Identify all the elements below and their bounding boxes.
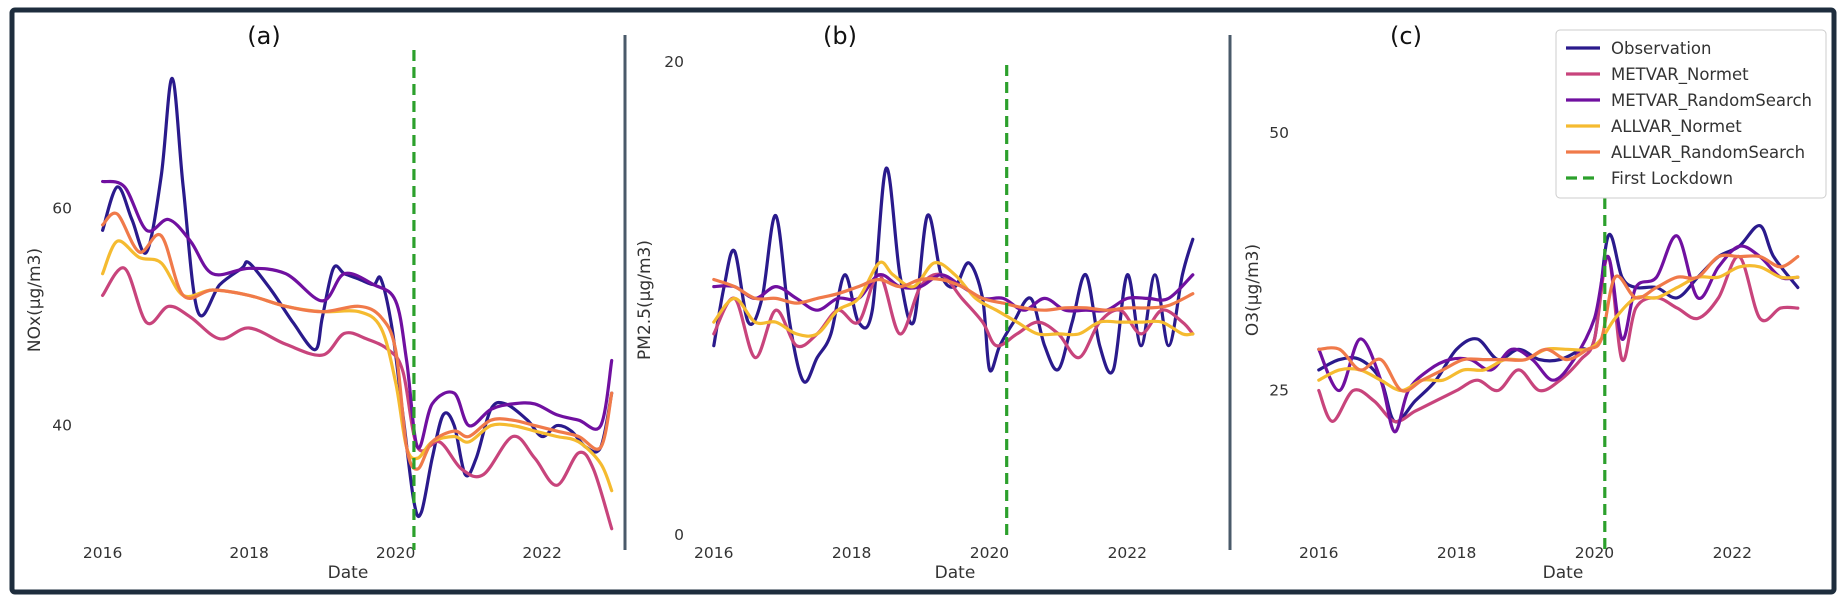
panel-title: (a) [247,22,280,50]
y-axis-label: PM2.5(µg/m3) [635,240,655,360]
x-tick-label: 2022 [522,544,561,562]
series-line-observation [101,76,614,519]
y-tick-label: 40 [52,417,72,435]
y-ticks: 25 50 [1269,124,1289,400]
legend: Observation METVAR_Normet METVAR_RandomS… [1555,29,1827,199]
legend-box [1555,29,1827,199]
y-tick-label: 20 [664,53,684,71]
outer-frame [9,7,1837,595]
series-lines [1317,45,1800,550]
panel-a: (a) Date NOx(µg/m3) 2016 2018 2020 2022 40 6… [25,22,614,583]
x-tick-label: 2022 [1713,544,1752,562]
y-axis-label: O3(µg/m3) [1243,244,1263,336]
legend-label: First Lockdown [1611,169,1733,188]
x-tick-label: 2018 [1437,544,1476,562]
series-line-allvar-randomsearch [712,277,1195,312]
legend-label: ALLVAR_Normet [1611,117,1742,137]
x-tick-label: 2016 [694,544,733,562]
series-line-metvar-normet [1317,254,1800,424]
y-axis-label: NOx(µg/m3) [25,248,45,352]
x-ticks: 2016 2018 2020 2022 [694,544,1147,562]
series-lines [712,65,1195,540]
panel-c: (c) Date O3(µg/m3) 2016 2018 2020 2022 25 50 [1243,22,1800,583]
series-line-allvar-randomsearch [1317,253,1800,393]
y-tick-label: 60 [52,200,72,218]
x-axis-label: Date [935,563,976,583]
y-tick-label: 50 [1269,124,1289,142]
y-tick-label: 0 [674,526,684,544]
series-line-metvar-randomsearch [1317,234,1800,434]
y-ticks: 0 20 [664,53,684,544]
x-tick-label: 2018 [229,544,268,562]
x-tick-label: 2022 [1108,544,1147,562]
series-lines [101,50,614,550]
x-ticks: 2016 2018 2020 2022 [83,544,562,562]
series-line-metvar-randomsearch [101,179,614,450]
y-tick-label: 25 [1269,382,1289,400]
x-tick-label: 2018 [832,544,871,562]
legend-label: METVAR_Normet [1611,65,1749,85]
series-line-allvar-randomsearch [101,211,614,471]
x-tick-label: 2016 [1299,544,1338,562]
legend-label: Observation [1611,39,1711,58]
x-tick-label: 2020 [376,544,415,562]
legend-label: METVAR_RandomSearch [1611,91,1812,111]
series-line-allvar-normet [712,260,1195,338]
panel-title: (c) [1390,22,1422,50]
series-line-observation [712,166,1195,384]
x-axis-label: Date [1543,563,1584,583]
legend-label: ALLVAR_RandomSearch [1611,143,1805,163]
x-tick-label: 2020 [1575,544,1614,562]
x-tick-label: 2020 [970,544,1009,562]
x-tick-label: 2016 [83,544,122,562]
y-ticks: 40 60 [52,200,72,435]
x-ticks: 2016 2018 2020 2022 [1299,544,1752,562]
panel-title: (b) [823,22,857,50]
x-axis-label: Date [328,563,369,583]
panel-b: (b) Date PM2.5(µg/m3) 2016 2018 2020 2022 0… [635,22,1195,583]
